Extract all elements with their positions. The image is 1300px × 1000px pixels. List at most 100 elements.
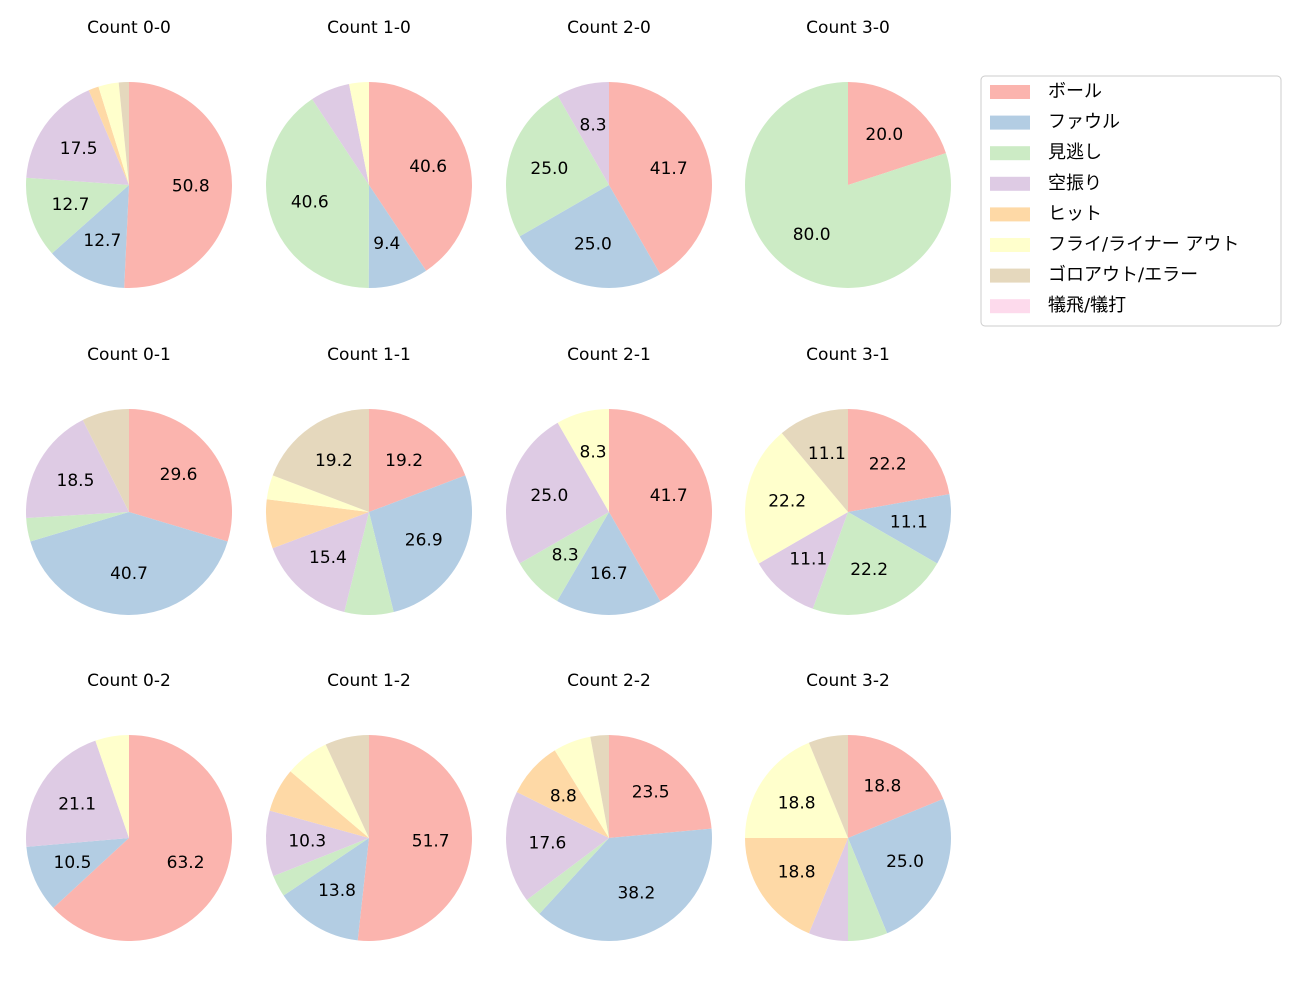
slice-label: 8.8: [550, 786, 577, 806]
pie-slice: [609, 409, 712, 602]
pie-slice: [129, 409, 232, 542]
legend-swatch: [990, 85, 1030, 99]
pie-slice: [609, 82, 712, 275]
pie-title: Count 2-0: [567, 18, 651, 38]
legend-label: ボール: [1048, 81, 1102, 102]
legend-label: 空振り: [1048, 173, 1102, 194]
slice-label: 41.7: [650, 159, 688, 179]
slice-label: 38.2: [617, 883, 655, 903]
pie-slice: [848, 409, 950, 512]
pie-slice: [344, 512, 394, 615]
legend-swatch: [990, 238, 1030, 252]
slice-label: 20.0: [865, 125, 903, 145]
pie-title: Count 2-2: [567, 671, 651, 691]
pie-slice: [808, 735, 848, 838]
pie-slice: [349, 82, 369, 185]
pie-title: Count 1-2: [327, 671, 411, 691]
slice-label: 26.9: [405, 531, 443, 551]
legend-swatch: [990, 299, 1030, 314]
pie-slice: [53, 735, 233, 941]
slice-label: 17.5: [60, 139, 98, 159]
pie-slice: [745, 838, 848, 934]
slice-label: 10.5: [54, 853, 92, 873]
slice-label: 51.7: [412, 831, 450, 851]
legend-label: 見逃し: [1048, 142, 1102, 163]
pie-title: Count 3-1: [806, 345, 890, 365]
pie-slice: [124, 82, 233, 288]
pie-slice: [848, 494, 951, 564]
slice-label: 22.2: [850, 560, 888, 580]
slice-label: 23.5: [632, 782, 670, 802]
pie-slice: [272, 512, 369, 612]
legend-label: 犠飛/犠打: [1048, 295, 1126, 316]
pie-slice: [266, 810, 369, 877]
pie-slice: [590, 735, 609, 838]
slice-label: 19.2: [385, 451, 423, 471]
slice-label: 12.7: [52, 195, 90, 215]
slice-label: 18.8: [778, 862, 816, 882]
pie-slice: [369, 82, 473, 271]
legend-label: ゴロアウト/エラー: [1048, 265, 1198, 286]
slice-label: 12.7: [83, 231, 121, 251]
pie-slice: [95, 735, 129, 838]
pie-slice: [272, 409, 369, 512]
slice-label: 25.0: [530, 486, 568, 506]
pie-slice: [369, 409, 466, 512]
slice-label: 17.6: [529, 834, 567, 854]
slice-label: 13.8: [318, 881, 356, 901]
pie-slice: [266, 475, 369, 512]
legend-swatch: [990, 207, 1030, 222]
pie-slice: [848, 798, 952, 934]
legend-swatch: [990, 115, 1030, 130]
legend-label: ヒット: [1048, 203, 1102, 224]
pie-title: Count 1-1: [327, 345, 411, 365]
pie-slice: [26, 90, 129, 185]
slice-label: 63.2: [167, 853, 205, 873]
legend-swatch: [990, 176, 1030, 191]
pie-slice: [266, 99, 369, 288]
pie-slice: [312, 83, 369, 185]
slice-label: 15.4: [309, 548, 347, 568]
slice-label: 9.4: [373, 234, 400, 254]
pie-slice: [557, 82, 609, 185]
pie-title: Count 0-0: [87, 18, 171, 38]
slice-label: 18.8: [778, 794, 816, 814]
pie-slice: [265, 499, 369, 549]
legend-label: フライ/ライナー アウト: [1048, 234, 1239, 255]
slice-label: 8.3: [552, 546, 579, 566]
pie-slice: [369, 475, 472, 612]
pie-slice: [25, 740, 129, 847]
slice-label: 11.1: [890, 513, 928, 533]
slice-label: 80.0: [793, 225, 831, 245]
slice-label: 18.5: [57, 471, 95, 491]
pie-slice: [325, 735, 369, 838]
slice-label: 22.2: [768, 491, 806, 511]
slice-label: 11.1: [808, 444, 846, 464]
slice-label: 10.3: [288, 831, 326, 851]
slice-label: 29.6: [160, 465, 198, 485]
pie-title: Count 3-2: [806, 671, 890, 691]
pie-slice: [82, 409, 129, 512]
pie-slice: [557, 512, 661, 615]
pie-slice: [26, 838, 129, 908]
pie-title: Count 2-1: [567, 345, 651, 365]
legend-box: [980, 75, 1282, 327]
pie-slice: [848, 838, 888, 941]
pie-slice: [290, 744, 369, 838]
slice-label: 41.7: [650, 486, 688, 506]
pie-slice: [273, 838, 369, 896]
pie-slice: [118, 82, 129, 185]
pie-slice: [744, 433, 848, 564]
pie-slice: [744, 82, 951, 289]
pie-slice: [557, 409, 609, 512]
pie-title: Count 1-0: [327, 18, 411, 38]
slice-label: 50.8: [172, 176, 210, 196]
pie-slice: [506, 422, 609, 564]
pie-slice: [758, 512, 848, 609]
pie-slice: [808, 838, 848, 941]
pie-slice: [554, 736, 609, 838]
slice-label: 40.7: [110, 564, 148, 584]
legend-swatch: [990, 268, 1030, 283]
legend-label: ファウル: [1048, 112, 1120, 133]
